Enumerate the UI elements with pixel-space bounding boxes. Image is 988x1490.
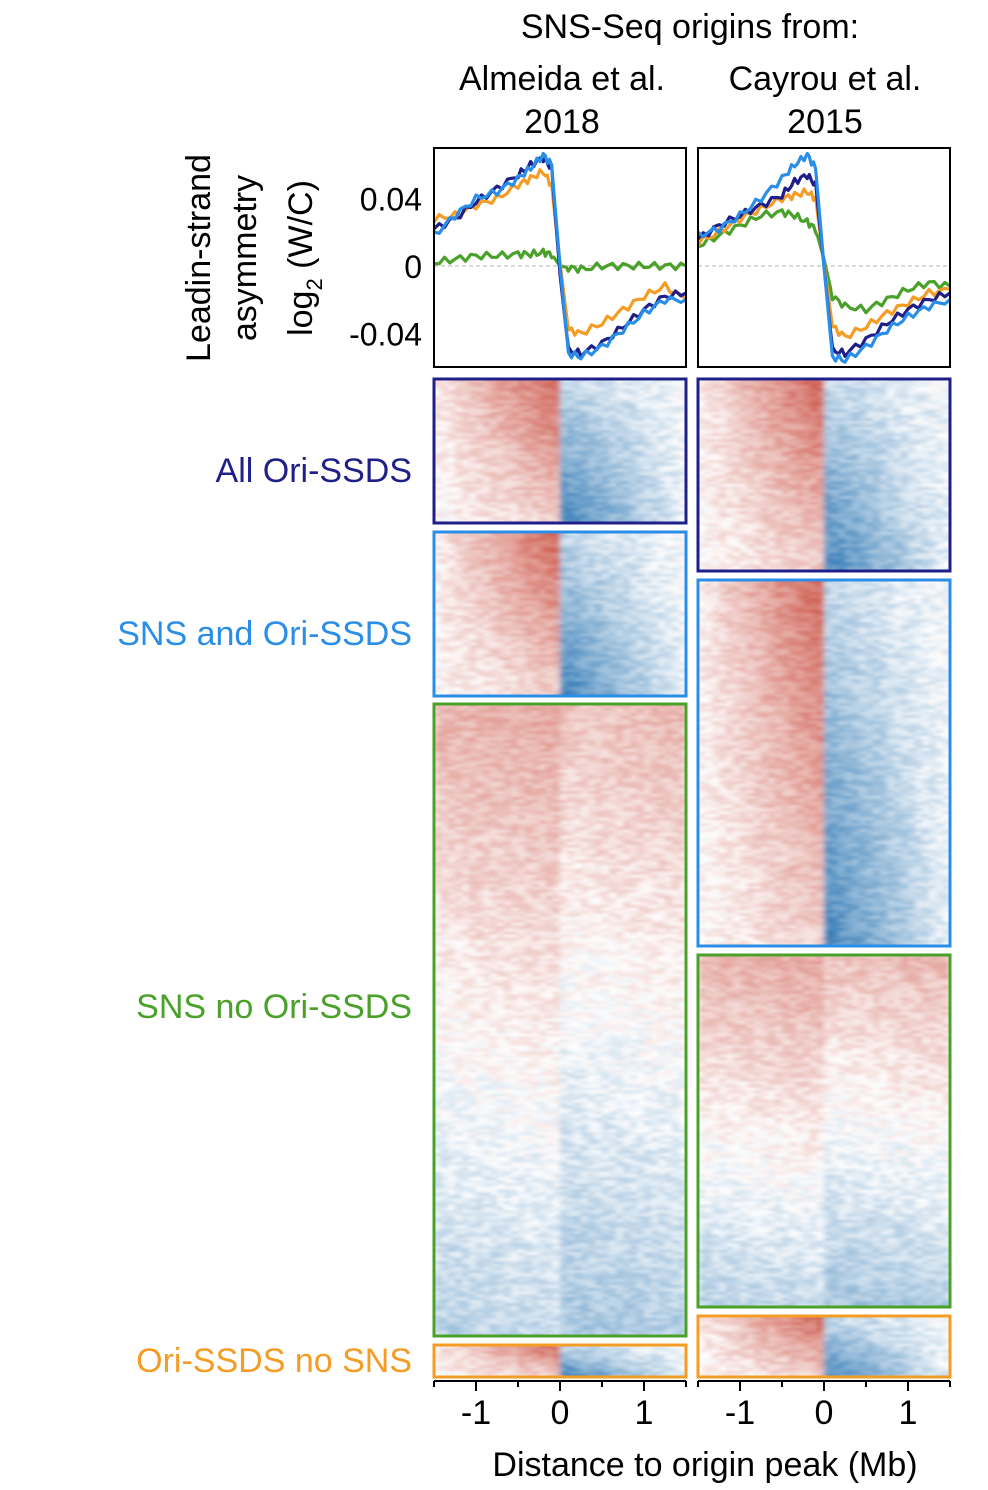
group-label-sns-and-ori-ssds: SNS and Ori-SSDS [117,615,412,653]
y-tick-label: 0.04 [360,182,422,218]
heatmap-column-cayrou [698,379,951,1378]
y-axis-label-line2: asymmetry [226,175,264,341]
heatmap-sns-and-ori-ssds [434,532,687,697]
heatmap-ori-ssds-no-sns [434,1345,687,1378]
x-tick-label: -1 [461,1394,491,1432]
heatmap-column-almeida [434,379,687,1378]
x-axis-cayrou: -1 0 1 [698,1381,950,1432]
x-axis-almeida: -1 0 1 [434,1381,686,1432]
series-line-sns-and-ori-ssds [698,154,950,363]
column-title-cayrou: Cayrou et al. [729,60,922,98]
heatmap-ori-ssds-no-sns [698,1316,951,1378]
heatmap-sns-no-ori-ssds [434,704,687,1337]
x-tick-label: 1 [635,1394,654,1432]
group-label-all-ori-ssds: All Ori-SSDS [216,452,412,490]
line-panel-cayrou [698,148,950,367]
heatmap-sns-and-ori-ssds [698,580,951,947]
y-tick-labels: -0.04 0 0.04 [349,182,422,353]
column-year-almeida: 2018 [524,103,600,141]
column-year-cayrou: 2015 [787,103,863,141]
heatmap-all-ori-ssds [434,379,687,524]
heatmap-sns-no-ori-ssds [698,955,951,1308]
group-label-sns-no-ori-ssds: SNS no Ori-SSDS [136,988,412,1026]
group-label-ori-ssds-no-sns: Ori-SSDS no SNS [136,1342,412,1380]
x-tick-label: -1 [725,1394,755,1432]
heatmap-all-ori-ssds [698,379,951,572]
y-tick-label: -0.04 [349,316,422,352]
y-axis-label-line3: log2 (W/C) [282,180,327,336]
y-axis-label-line1: Leadin-strand [180,154,218,362]
series-line-sns-and-ori-ssds [434,154,686,359]
y-tick-label: 0 [404,249,422,285]
x-tick-label: 1 [899,1394,918,1432]
x-tick-label: 0 [815,1394,834,1432]
x-tick-label: 0 [551,1394,570,1432]
x-axis-label: Distance to origin peak (Mb) [492,1446,917,1484]
figure-title: SNS-Seq origins from: [521,8,859,46]
line-panel-almeida [434,148,686,367]
column-title-almeida: Almeida et al. [459,60,665,98]
